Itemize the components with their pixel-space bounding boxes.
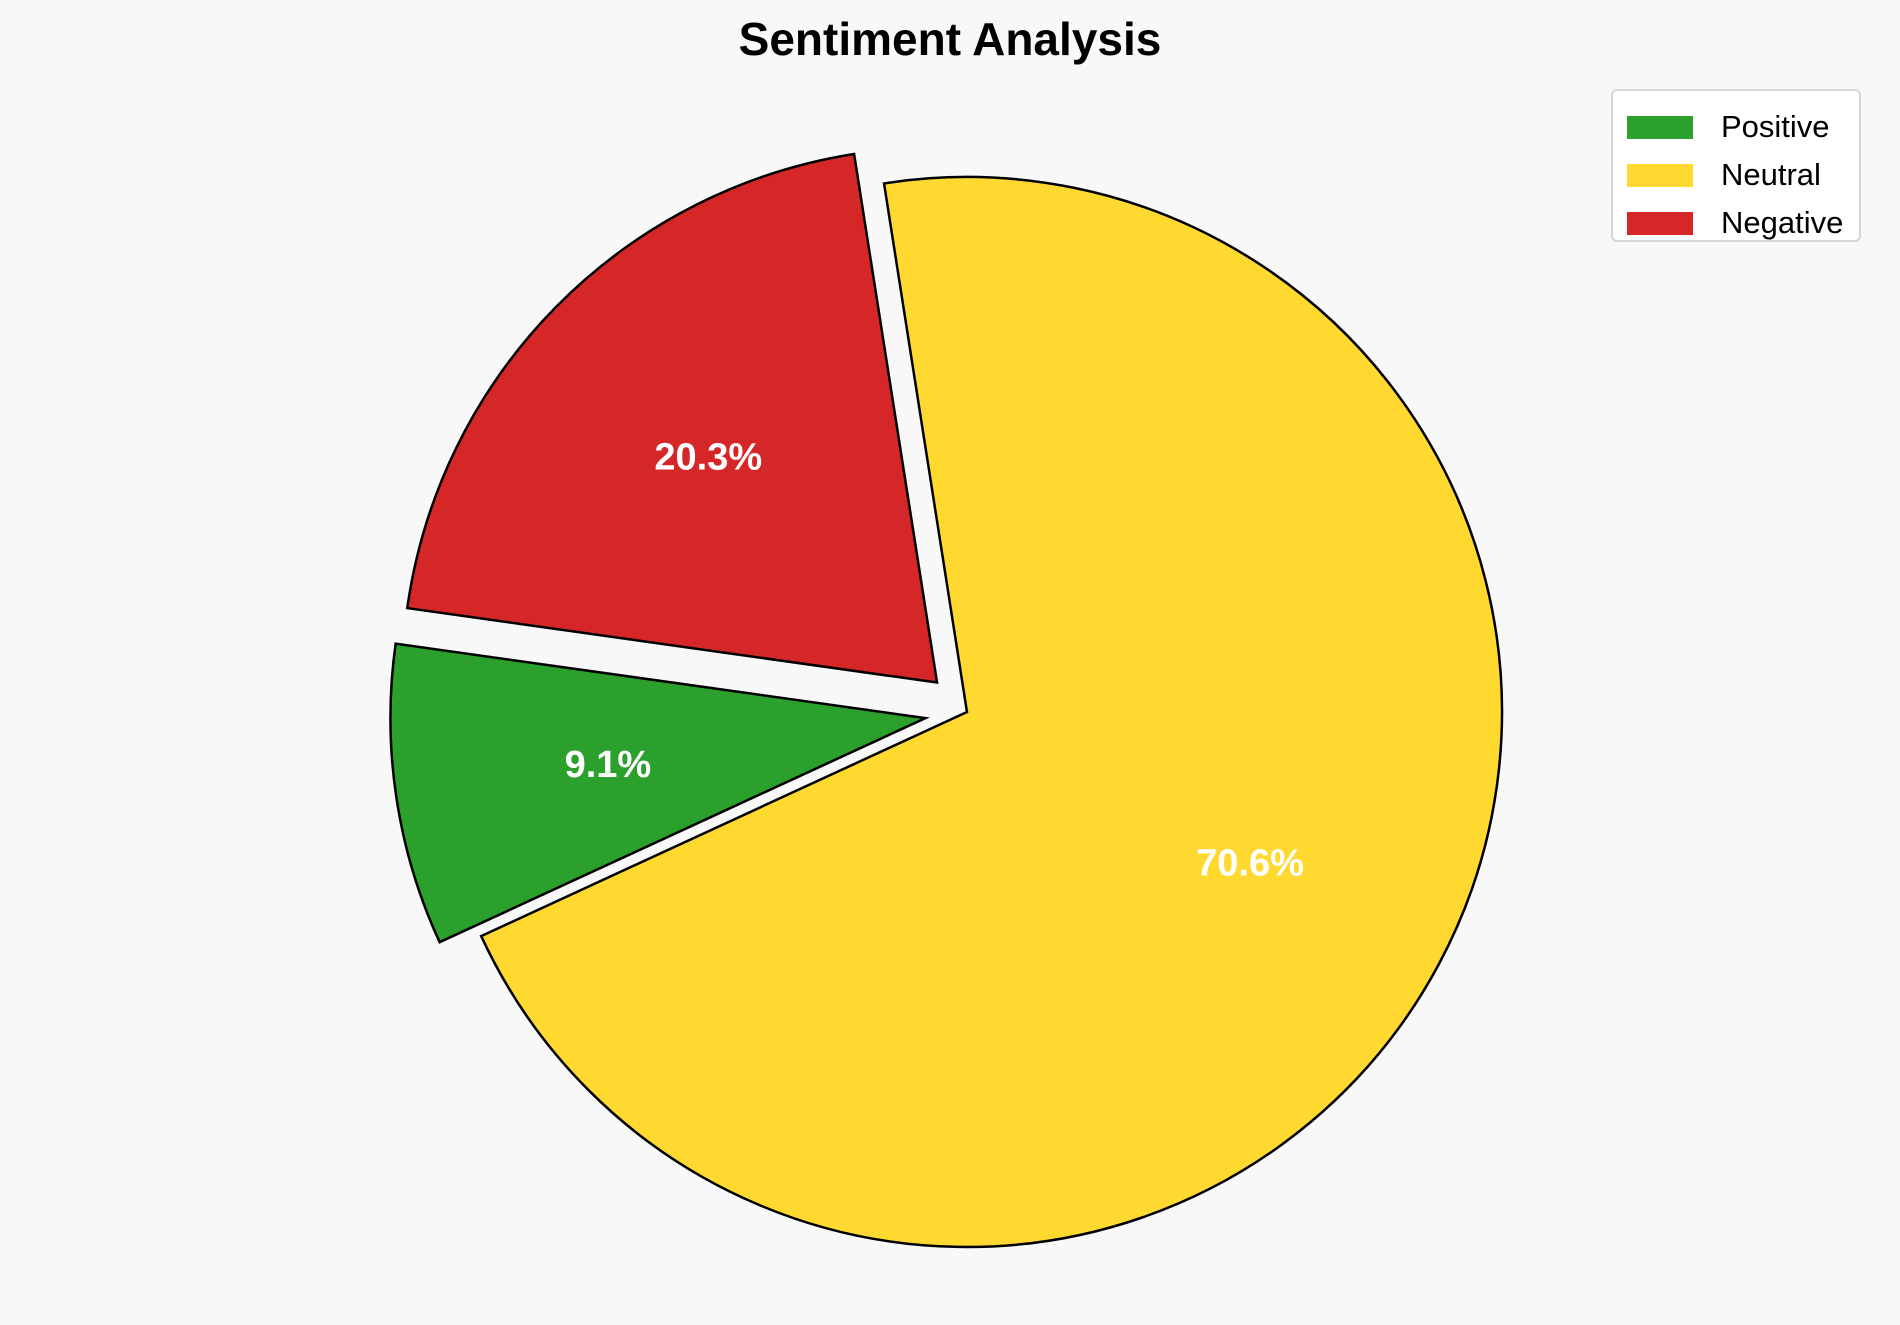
legend-label-neutral: Neutral (1721, 157, 1821, 192)
chart-title: Sentiment Analysis (738, 13, 1162, 65)
legend-swatch-neutral (1627, 163, 1693, 187)
legend-item-negative: Negative (1627, 199, 1859, 247)
pie-slice-neutral (479, 175, 1504, 1249)
pie-label-neutral: 70.6% (1196, 842, 1304, 884)
pie-slice-positive (389, 642, 930, 944)
legend-swatch-positive (1627, 115, 1693, 139)
pie-slice-negative (405, 152, 939, 685)
legend-swatch-negative (1627, 211, 1693, 235)
pie-slices (389, 152, 1504, 1249)
legend-item-neutral: Neutral (1627, 151, 1859, 199)
legend-item-positive: Positive (1627, 103, 1859, 151)
pie-labels: 9.1% 70.6% 20.3% (565, 436, 1304, 884)
legend: Positive Neutral Negative (1611, 89, 1861, 242)
pie-label-positive: 9.1% (565, 744, 652, 786)
pie-label-negative: 20.3% (654, 436, 762, 478)
legend-label-positive: Positive (1721, 109, 1830, 144)
legend-label-negative: Negative (1721, 205, 1844, 240)
